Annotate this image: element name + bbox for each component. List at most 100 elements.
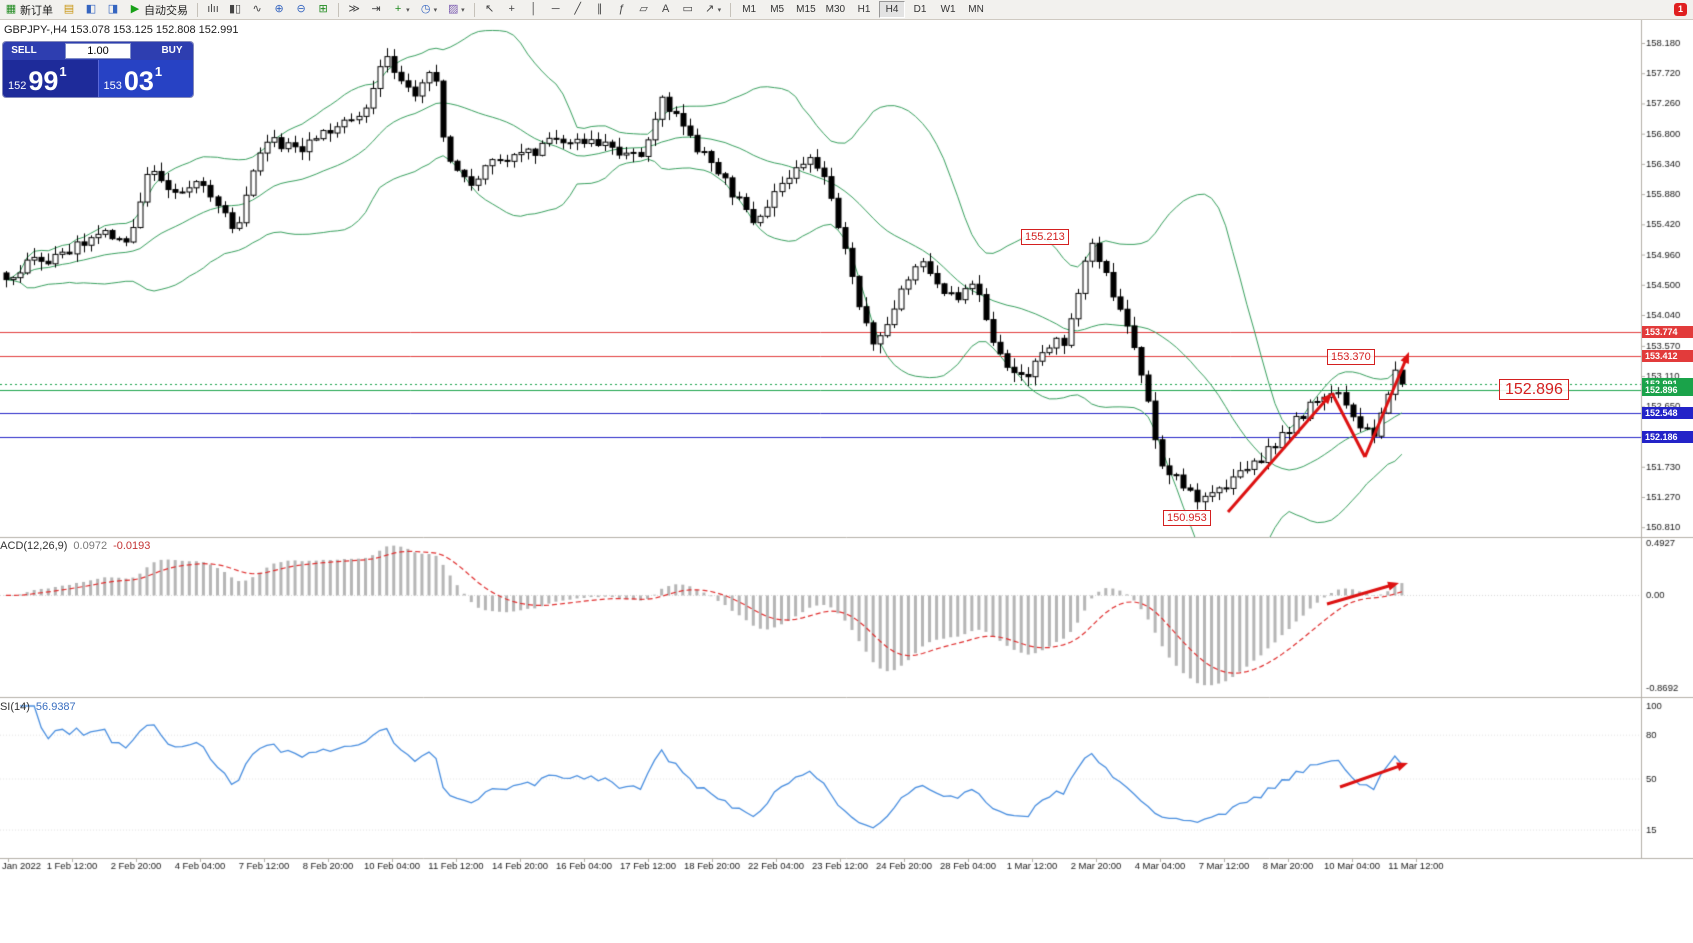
timeframe-m30-button[interactable]: M30 — [825, 4, 846, 15]
toolbar-separator — [197, 2, 198, 17]
new-order-button-label: 新订单 — [20, 4, 53, 17]
fibonacci-button[interactable]: ƒ — [612, 0, 632, 19]
main-toolbar: ▦ 新订单 ▤ ◧ ◨ ▶ 自动交易 ılıı ▮▯ ∿ ⊕ ⊖ ⊞ ≫ ⇥ + ▾ ◷ ▾ ▨ ▾ ↖ + │ ─ ╱ ∥ ƒ ▱ A ▭… — [0, 0, 1693, 20]
tile-windows-button[interactable]: ⊞ — [313, 0, 333, 19]
periods-icon: ◷ — [420, 3, 431, 15]
trade-panel-top-row: SELL 1.00 BUY — [3, 42, 193, 60]
toolbar-separator — [338, 2, 340, 17]
line-chart-button[interactable]: ∿ — [247, 0, 267, 19]
zoom-in-icon: ⊕ — [274, 3, 284, 15]
price-label-annotation[interactable]: 153.370 — [1327, 349, 1375, 365]
indicators-list-button[interactable]: + ▾ — [388, 0, 414, 19]
chevron-down-icon: ▾ — [461, 6, 465, 14]
horizontal-line-icon: ─ — [551, 3, 560, 15]
timeframe-m15-button[interactable]: M15 — [796, 4, 816, 15]
notification-badge[interactable]: 1 — [1674, 3, 1687, 16]
timeframe-h1-button[interactable]: H1 — [857, 4, 871, 15]
channel-icon: ∥ — [596, 3, 603, 15]
periods-button[interactable]: ◷ ▾ — [416, 0, 442, 19]
macd-main-value: 0.0972 — [73, 540, 108, 552]
arrows-tool-button[interactable]: ↗ ▾ — [700, 0, 726, 19]
data-window-button[interactable]: ◨ — [103, 0, 123, 19]
rsi-name: RSI(14) — [0, 701, 30, 713]
macd-name: MACD(12,26,9) — [0, 540, 68, 552]
trendline-button[interactable]: ╱ — [568, 0, 588, 19]
price-badge-153.774: 153.774 — [1642, 326, 1693, 339]
trendline-icon: ╱ — [574, 3, 581, 15]
price-label-annotation[interactable]: 155.213 — [1021, 229, 1069, 245]
shapes-icon: ▱ — [639, 3, 648, 15]
chevron-down-icon: ▾ — [406, 6, 410, 14]
timeframe-d1-button[interactable]: D1 — [913, 4, 927, 15]
zoom-in-button[interactable]: ⊕ — [269, 0, 289, 19]
market-watch-icon: ◧ — [85, 3, 97, 15]
zoom-out-icon: ⊖ — [296, 3, 306, 15]
market-watch-button[interactable]: ◧ — [81, 0, 101, 19]
sell-price-main: 152 — [8, 80, 27, 92]
text-label-icon: ▭ — [682, 3, 693, 15]
templates-button[interactable]: ▨ ▾ — [443, 0, 469, 19]
timeframe-m5-button[interactable]: M5 — [770, 4, 785, 15]
rsi-value: 56.9387 — [35, 701, 76, 713]
price-badge-152.896: 152.896 — [1642, 384, 1693, 397]
data-window-icon: ◨ — [107, 3, 119, 15]
auto-trading-button-label: 自动交易 — [144, 4, 188, 17]
rsi-indicator-label: RSI(14) 56.9387 — [0, 701, 82, 713]
chart-window-button[interactable]: ▤ — [59, 0, 79, 19]
crosshair-icon: + — [508, 3, 515, 15]
macd-indicator-label: MACD(12,26,9) 0.0972 -0.0193 — [0, 540, 156, 552]
text-label-button[interactable]: ▭ — [678, 0, 698, 19]
timeframe-w1-button[interactable]: W1 — [940, 4, 956, 15]
trade-panel-price-row: 152 99 1 153 03 1 — [3, 60, 193, 97]
auto-scroll-button[interactable]: ≫ — [344, 0, 364, 19]
auto-trading-button[interactable]: ▶ 自动交易 — [125, 0, 192, 19]
horizontal-line-button[interactable]: ─ — [546, 0, 566, 19]
cursor-button[interactable]: ↖ — [480, 0, 500, 19]
price-label-annotation[interactable]: 152.896 — [1499, 379, 1569, 400]
candlestick-chart-icon: ▮▯ — [229, 3, 242, 15]
buy-price-display[interactable]: 153 03 1 — [97, 60, 193, 97]
new-order-button[interactable]: ▦ 新订单 — [1, 0, 57, 19]
toolbar-separator — [730, 2, 732, 17]
buy-price-pips: 03 — [123, 66, 154, 96]
buy-price-frac: 1 — [154, 64, 163, 79]
chart-shift-icon: ⇥ — [371, 3, 381, 15]
one-click-trading-panel: SELL 1.00 BUY 152 99 1 153 03 1 — [3, 42, 193, 97]
text-icon: A — [661, 3, 670, 15]
cursor-icon: ↖ — [485, 3, 495, 15]
shapes-button[interactable]: ▱ — [634, 0, 654, 19]
sell-button[interactable]: SELL — [11, 45, 37, 56]
macd-signal-value: -0.0193 — [113, 540, 151, 552]
timeframe-mn-button[interactable]: MN — [968, 4, 984, 15]
chart-shift-button[interactable]: ⇥ — [366, 0, 386, 19]
vertical-line-button[interactable]: │ — [524, 0, 544, 19]
sell-price-frac: 1 — [59, 64, 67, 79]
bar-chart-button[interactable]: ılıı — [203, 0, 223, 19]
sell-price-display[interactable]: 152 99 1 — [3, 60, 98, 97]
indicators-list-icon: + — [394, 3, 402, 15]
line-chart-icon: ∿ — [252, 3, 262, 15]
price-badge-153.412: 153.412 — [1642, 350, 1693, 363]
price-badge-152.186: 152.186 — [1642, 430, 1693, 443]
chevron-down-icon: ▾ — [433, 6, 438, 14]
symbol-info: GBPJPY-,H4 153.078 153.125 152.808 152.9… — [4, 24, 239, 36]
buy-price-main: 153 — [103, 80, 122, 92]
zoom-out-button[interactable]: ⊖ — [291, 0, 311, 19]
timeframe-m1-button[interactable]: M1 — [742, 4, 757, 15]
channel-button[interactable]: ∥ — [590, 0, 610, 19]
price-label-annotation[interactable]: 150.953 — [1163, 510, 1211, 526]
buy-button[interactable]: BUY — [161, 45, 183, 56]
sell-price-pips: 99 — [28, 66, 59, 96]
auto-scroll-icon: ≫ — [348, 3, 360, 15]
lot-size-input[interactable]: 1.00 — [65, 43, 131, 59]
text-button[interactable]: A — [656, 0, 676, 19]
chart-window-icon: ▤ — [63, 3, 75, 15]
candlestick-chart-button[interactable]: ▮▯ — [225, 0, 245, 19]
arrows-tool-icon: ↗ — [705, 3, 715, 15]
timeframe-h4-button[interactable]: H4 — [879, 1, 906, 18]
toolbar-separator — [473, 2, 475, 17]
crosshair-button[interactable]: + — [502, 0, 522, 19]
vertical-line-icon: │ — [530, 3, 538, 15]
